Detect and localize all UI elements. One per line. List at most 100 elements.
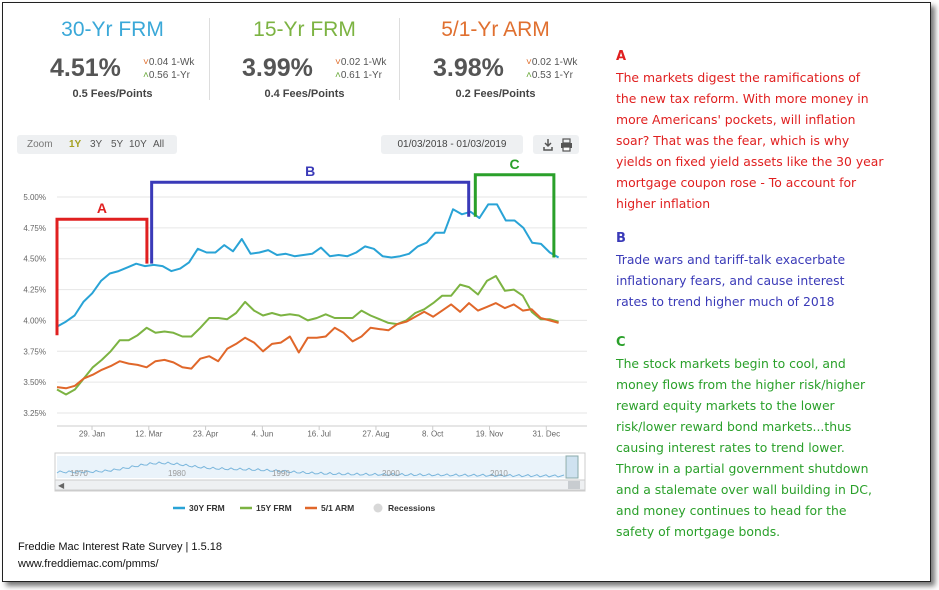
annotation-line: higher inflation <box>616 196 711 211</box>
annotation-line: money flows from the higher risk/higher <box>616 377 866 392</box>
bracket-B <box>150 180 471 264</box>
divider <box>399 18 400 100</box>
series-line-2[interactable] <box>56 275 559 396</box>
navigator-label: 2010 <box>490 469 508 478</box>
zoom-10y-button[interactable]: 10Y <box>129 139 147 150</box>
navigator-area <box>57 456 565 478</box>
annotation-line: causing interest rates to trend lower. <box>616 440 845 455</box>
annotation-a: A The markets digest the ramifications o… <box>616 46 883 214</box>
annotation-line: risk/lower reward bond markets...thus <box>616 419 852 434</box>
bracket-A <box>55 217 149 336</box>
legend-label[interactable]: 15Y FRM <box>256 503 292 513</box>
y-tick-label: 4.75% <box>23 224 46 233</box>
bracket-label: A <box>97 200 107 216</box>
y-tick-label: 5.00% <box>23 193 46 202</box>
y-tick-label: 4.00% <box>23 316 46 325</box>
legend-label[interactable]: 30Y FRM <box>189 503 225 513</box>
bracket-label: B <box>305 163 315 179</box>
date-range-input[interactable]: 01/03/2018 - 01/03/2019 <box>381 135 523 154</box>
x-tick-label: 19. Nov <box>476 430 504 439</box>
annotation-b: B Trade wars and tariff-talk exacerbate … <box>616 228 845 312</box>
annotation-line: and a stalemate over wall building in DC… <box>616 482 872 497</box>
bracket-label: C <box>510 156 520 172</box>
x-tick-label: 4. Jun <box>251 430 273 439</box>
annotation-line: the new tax reform. With more money in <box>616 91 869 106</box>
navigator-series-line <box>56 461 565 478</box>
source-title: Freddie Mac Interest Rate Survey | 1.5.1… <box>18 541 223 553</box>
x-tick-label: 12. Mar <box>135 430 162 439</box>
annotation-line: soar? That was the fear, which is why <box>616 133 850 148</box>
week-change: 0.02 1-Wk <box>340 57 387 68</box>
annotation-line: reward equity markets to the lower <box>616 398 835 413</box>
up-arrow-icon: ˄ <box>143 70 149 81</box>
legend-swatch[interactable] <box>373 503 383 513</box>
divider <box>209 18 210 100</box>
rate-title: 30-Yr FRM <box>61 18 164 41</box>
annotation-line: The stock markets begin to cool, and <box>616 356 846 371</box>
x-tick-label: 8. Oct <box>422 430 444 439</box>
zoom-bar: Zoom 1Y 3Y 5Y 10Y All <box>17 135 177 154</box>
plot-area <box>57 170 587 428</box>
rate-card-30yr: 30-Yr FRM 4.51% ˅0.04 1-Wk ˄0.56 1-Yr 0.… <box>20 18 205 100</box>
legend-label[interactable]: Recessions <box>388 503 436 513</box>
annotation-line: more Americans' pockets, will inflation <box>616 112 856 127</box>
rate-card-arm: 5/1-Yr ARM 3.98% ˅0.02 1-Wk ˄0.53 1-Yr 0… <box>403 18 588 100</box>
annotation-line: and money continues to head for the <box>616 503 847 518</box>
annotation-line: Trade wars and tariff-talk exacerbate <box>616 252 846 267</box>
down-arrow-icon: ˅ <box>526 57 532 68</box>
rate-title: 5/1-Yr ARM <box>441 18 550 41</box>
x-tick-label: 16. Jul <box>307 430 331 439</box>
bracket-C <box>473 173 556 258</box>
down-arrow-icon: ˅ <box>143 57 149 68</box>
zoom-5y-button[interactable]: 5Y <box>111 139 124 150</box>
fees-points: 0.5 Fees/Points <box>72 88 153 100</box>
up-arrow-icon: ˄ <box>526 70 532 81</box>
print-icon[interactable] <box>561 138 572 152</box>
navigator-scrollbar[interactable] <box>54 479 586 491</box>
y-tick-label: 4.50% <box>23 255 46 264</box>
scrollbar-thumb[interactable] <box>568 481 580 489</box>
export-toolbar <box>533 135 579 154</box>
up-arrow-icon: ˄ <box>335 70 341 81</box>
annotation-line: inflationary fears, and cause interest <box>616 273 845 288</box>
rate-value: 3.99% <box>242 54 313 82</box>
fees-points: 0.4 Fees/Points <box>264 88 345 100</box>
rate-title: 15-Yr FRM <box>253 18 356 41</box>
x-tick-label: 23. Apr <box>193 430 219 439</box>
fees-points: 0.2 Fees/Points <box>455 88 536 100</box>
x-tick-label: 31. Dec <box>533 430 561 439</box>
year-change: 0.53 1-Yr <box>531 70 573 81</box>
annotation-line: rates to trend higher much of 2018 <box>616 294 835 309</box>
annotation-letter: B <box>616 231 626 246</box>
navigator-label: 1990 <box>272 469 290 478</box>
x-tick-label: 29. Jan <box>79 430 105 439</box>
year-change: 0.56 1-Yr <box>148 70 190 81</box>
navigator-label: 1980 <box>168 469 186 478</box>
annotation-line: yields on fixed yield assets like the 30… <box>616 154 884 169</box>
x-tick-label: 27. Aug <box>362 430 389 439</box>
download-icon[interactable] <box>543 139 553 151</box>
series-line-3[interactable] <box>56 302 559 390</box>
y-tick-label: 3.25% <box>23 409 46 418</box>
annotation-letter: C <box>616 335 626 350</box>
source-url: www.freddiemac.com/pmms/ <box>18 558 159 570</box>
scroll-left-icon[interactable]: ◀ <box>58 481 65 490</box>
zoom-label: Zoom <box>27 139 53 150</box>
navigator-range-handle[interactable] <box>565 455 579 479</box>
navigator-label: 2000 <box>382 469 400 478</box>
week-change: 0.04 1-Wk <box>148 57 195 68</box>
annotation-c: C The stock markets begin to cool, and m… <box>616 332 872 542</box>
down-arrow-icon: ˅ <box>335 57 341 68</box>
zoom-all-button[interactable]: All <box>153 139 165 150</box>
y-tick-label: 3.75% <box>23 347 46 356</box>
y-tick-label: 3.50% <box>23 378 46 387</box>
zoom-1y-button[interactable]: 1Y <box>69 139 82 150</box>
legend-label[interactable]: 5/1 ARM <box>321 503 354 513</box>
rate-value: 4.51% <box>50 54 121 82</box>
rate-value: 3.98% <box>433 54 504 82</box>
zoom-3y-button[interactable]: 3Y <box>90 139 103 150</box>
week-change: 0.02 1-Wk <box>531 57 578 68</box>
annotation-line: mortgage coupon rose - To account for <box>616 175 857 190</box>
annotation-line: The markets digest the ramifications of <box>616 70 861 85</box>
